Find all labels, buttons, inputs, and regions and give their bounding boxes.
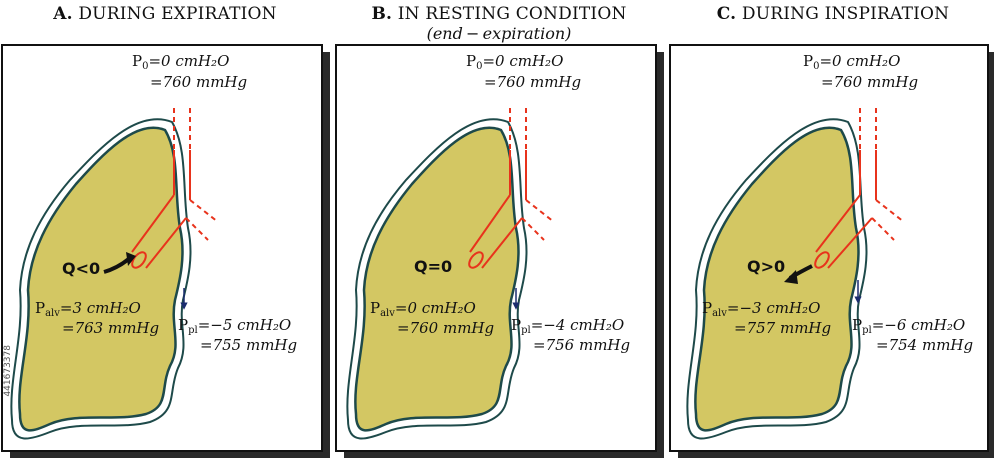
lung [694, 126, 860, 432]
stock-id-watermark: 441673378 [3, 345, 13, 397]
p0-mmhg: =760 mmHg [821, 73, 918, 91]
p0-label: P0=0 cmH₂O [466, 52, 563, 72]
ppl-mmhg: =756 mmHg [533, 336, 630, 354]
flow-label: Q<0 [62, 259, 100, 278]
panel-title-c: C. DURING INSPIRATION [716, 4, 950, 24]
p0-mmhg: =760 mmHg [484, 73, 581, 91]
flow-arrowhead [126, 252, 136, 266]
ppl-label: Ppl=−6 cmH₂O [852, 316, 965, 336]
palv-label: Palv=0 cmH₂O [370, 299, 476, 319]
airway [131, 108, 219, 269]
palv-label: Palv=−3 cmH₂O [702, 299, 820, 319]
pleural-membrane [686, 118, 868, 440]
flow-label: Q>0 [747, 257, 785, 276]
panel-a: P0=0 cmH₂O =760 mmHg Q<0 Palv=3 cmH₂O =7… [1, 44, 330, 458]
panel-title-b: B. IN RESTING CONDITION [371, 4, 627, 24]
airway [468, 108, 555, 269]
palv-mmhg: =763 mmHg [62, 319, 159, 337]
flow-label: Q=0 [414, 257, 452, 276]
p0-label: P0=0 cmH₂O [132, 52, 229, 72]
palv-label: Palv=3 cmH₂O [35, 299, 141, 319]
panel-subtitle-b: (end − expiration) [426, 24, 572, 43]
panel-title-a: A. DURING EXPIRATION [53, 4, 277, 24]
pleural-membrane [346, 118, 528, 440]
flow-arrowhead [784, 270, 798, 284]
airway [814, 108, 905, 269]
panel-c: P0=0 cmH₂O =760 mmHg Q>0 Palv=−3 cmH₂O =… [669, 44, 994, 458]
ppl-mmhg: =754 mmHg [876, 336, 973, 354]
p0-mmhg: =760 mmHg [150, 73, 247, 91]
lung [18, 126, 184, 432]
ppl-label: Ppl=−4 cmH₂O [511, 316, 624, 336]
lung [354, 126, 520, 432]
ppl-label: Ppl=−5 cmH₂O [178, 316, 291, 336]
palv-mmhg: =760 mmHg [397, 319, 494, 337]
pleural-membrane [10, 118, 192, 440]
palv-mmhg: =757 mmHg [734, 319, 831, 337]
ppl-mmhg: =755 mmHg [200, 336, 297, 354]
p0-label: P0=0 cmH₂O [803, 52, 900, 72]
panel-b: P0=0 cmH₂O =760 mmHg Q=0 Palv=0 cmH₂O =7… [335, 44, 664, 458]
